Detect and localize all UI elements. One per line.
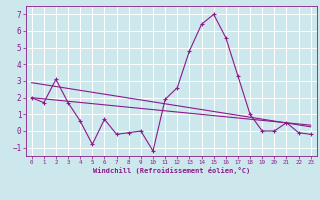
X-axis label: Windchill (Refroidissement éolien,°C): Windchill (Refroidissement éolien,°C) [92,167,250,174]
